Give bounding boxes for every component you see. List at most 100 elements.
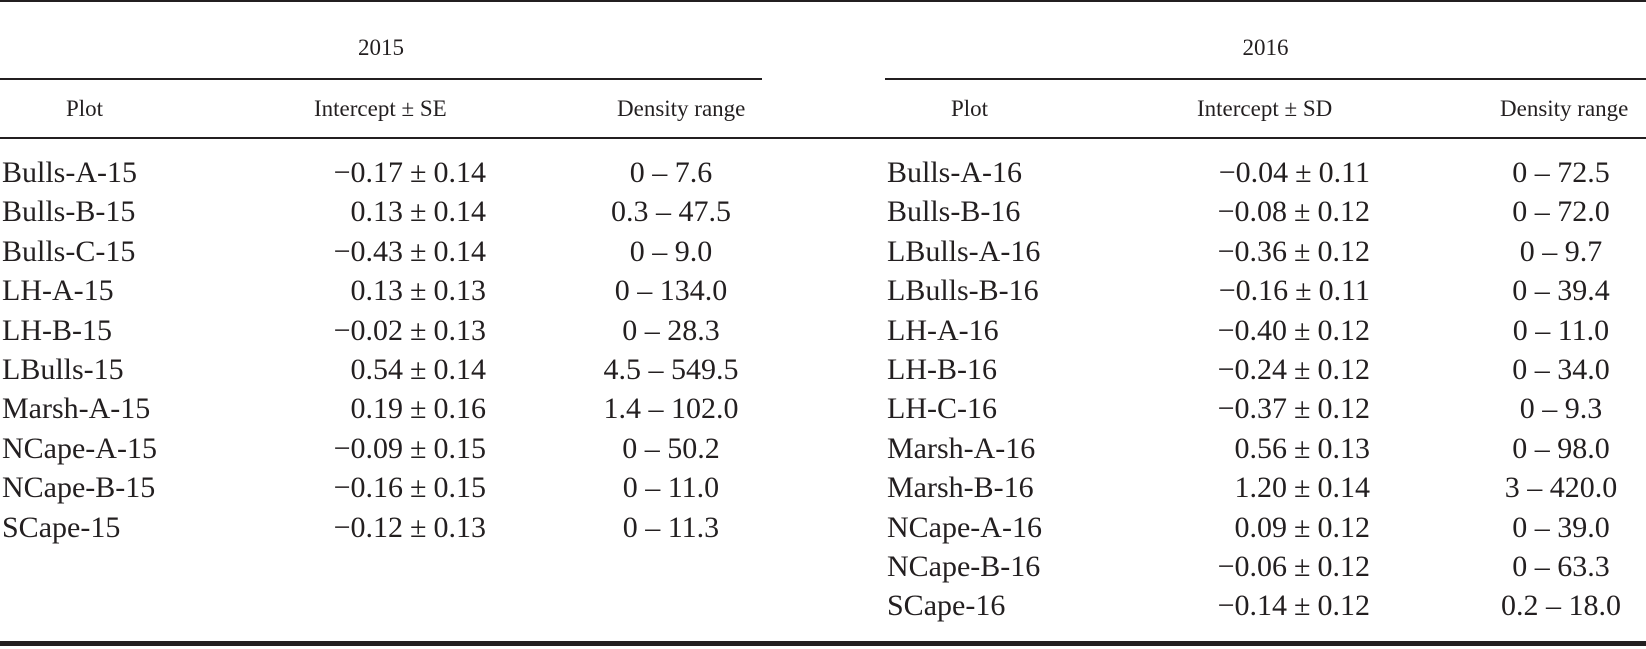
density-range-cell: 0 – 28.3 [622, 314, 720, 347]
intercept-cell: −0.16 ±0.11 [1219, 273, 1370, 309]
density-range-cell: 0 – 11.0 [622, 471, 720, 504]
plot-name-cell: Marsh-A-15 [2, 392, 151, 425]
plus-minus-symbol: ± [410, 235, 427, 268]
plus-minus-symbol: ± [1294, 392, 1311, 425]
year-header-2015: 2015 [358, 35, 404, 60]
plus-minus-symbol: ± [1294, 432, 1311, 465]
density-range-cell: 0 – 63.3 [1512, 550, 1610, 583]
plus-minus-symbol: ± [410, 432, 427, 465]
plus-minus-symbol: ± [1294, 195, 1311, 228]
density-range-cell: 0 – 98.0 [1512, 432, 1610, 465]
density-range-cell: 4.5 – 549.5 [603, 353, 739, 386]
density-range-cell: 0 – 34.0 [1512, 353, 1610, 386]
intercept-value: −0.14 [1217, 589, 1288, 622]
plus-minus-symbol: ± [1294, 589, 1311, 622]
density-range-cell: 0 – 7.6 [629, 156, 713, 189]
intercept-value: 0.13 [350, 274, 404, 307]
plus-minus-symbol: ± [1295, 274, 1312, 307]
intercept-value: −0.16 [333, 471, 404, 504]
plus-minus-symbol: ± [1295, 156, 1312, 189]
density-range-cell: 3 – 420.0 [1504, 471, 1618, 504]
intercept-cell: 0.13 ±0.14 [351, 194, 486, 230]
intercept-cell: −0.02 ±0.13 [334, 313, 486, 349]
plus-minus-symbol: ± [410, 392, 427, 425]
intercept-cell: −0.06 ±0.12 [1218, 549, 1370, 585]
intercept-cell: −0.08 ±0.12 [1218, 194, 1370, 230]
intercept-value: 1.20 [1234, 471, 1288, 504]
intercept-value: −0.02 [333, 314, 404, 347]
plot-name-cell: LH-A-15 [2, 274, 114, 307]
error-value: 0.14 [433, 195, 487, 228]
density-range-cell: 0 – 134.0 [614, 274, 728, 307]
error-value: 0.12 [1317, 195, 1371, 228]
density-range-cell: 0 – 9.7 [1519, 235, 1603, 268]
intercept-cell: −0.24 ±0.12 [1218, 352, 1370, 388]
intercept-value: −0.04 [1218, 156, 1289, 189]
density-range-cell: 0 – 50.2 [622, 432, 720, 465]
intercept-cell: −0.04 ±0.11 [1219, 155, 1370, 191]
error-value: 0.11 [1318, 274, 1370, 307]
plus-minus-symbol: ± [1294, 550, 1311, 583]
density-range-cell: 0 – 39.0 [1512, 511, 1610, 544]
plot-name-cell: LBulls-A-16 [887, 235, 1041, 268]
error-value: 0.14 [433, 156, 487, 189]
plot-name-cell: Bulls-C-15 [2, 235, 136, 268]
plot-name-cell: NCape-A-16 [887, 511, 1042, 544]
intercept-cell: −0.36 ±0.12 [1218, 234, 1370, 270]
error-value: 0.13 [433, 274, 487, 307]
intercept-value: −0.24 [1217, 353, 1288, 386]
error-value: 0.12 [1317, 550, 1371, 583]
intercept-value: −0.06 [1217, 550, 1288, 583]
density-range-cell: 0 – 9.3 [1519, 392, 1603, 425]
plot-name-cell: LH-C-16 [887, 392, 997, 425]
error-value: 0.12 [1317, 235, 1371, 268]
error-value: 0.12 [1317, 392, 1371, 425]
plot-name-cell: LH-B-16 [887, 353, 997, 386]
intercept-value: −0.17 [333, 156, 404, 189]
intercept-value: −0.37 [1217, 392, 1288, 425]
intercept-cell: −0.09 ±0.15 [334, 431, 486, 467]
error-value: 0.12 [1317, 353, 1371, 386]
plus-minus-symbol: ± [1294, 353, 1311, 386]
plot-name-cell: LH-A-16 [887, 314, 999, 347]
plot-name-cell: SCape-16 [887, 589, 1006, 622]
error-value: 0.14 [433, 235, 487, 268]
plot-name-cell: NCape-B-16 [887, 550, 1041, 583]
plot-name-cell: Bulls-A-16 [887, 156, 1022, 189]
error-value: 0.12 [1317, 314, 1371, 347]
intercept-cell: 0.56 ±0.13 [1235, 431, 1370, 467]
intercept-cell: 0.54 ±0.14 [351, 352, 486, 388]
plot-name-cell: SCape-15 [2, 511, 121, 544]
intercept-value: −0.40 [1217, 314, 1288, 347]
plot-name-cell: Marsh-B-16 [887, 471, 1034, 504]
plot-name-cell: LH-B-15 [2, 314, 112, 347]
header-plot-2015: Plot [66, 96, 104, 121]
plus-minus-symbol: ± [1294, 314, 1311, 347]
intercept-value: −0.09 [333, 432, 404, 465]
density-range-cell: 0 – 9.0 [629, 235, 713, 268]
plus-minus-symbol: ± [410, 274, 427, 307]
plus-minus-symbol: ± [410, 156, 427, 189]
intercept-cell: 0.13 ±0.13 [351, 273, 486, 309]
error-value: 0.13 [1317, 432, 1371, 465]
intercept-value: −0.36 [1217, 235, 1288, 268]
plot-name-cell: LBulls-15 [2, 353, 124, 386]
intercept-value: 0.54 [350, 353, 404, 386]
intercept-value: −0.43 [333, 235, 404, 268]
plus-minus-symbol: ± [410, 195, 427, 228]
plus-minus-symbol: ± [410, 314, 427, 347]
year-rule-2016 [885, 78, 1646, 80]
intercept-value: −0.12 [333, 511, 404, 544]
header-plot-2016: Plot [951, 96, 989, 121]
error-value: 0.14 [433, 353, 487, 386]
intercept-cell: −0.43 ±0.14 [334, 234, 486, 270]
density-range-cell: 1.4 – 102.0 [603, 392, 739, 425]
error-value: 0.16 [433, 392, 487, 425]
plot-name-cell: Bulls-B-15 [2, 195, 136, 228]
density-range-cell: 0.2 – 18.0 [1501, 589, 1621, 622]
plot-name-cell: Marsh-A-16 [887, 432, 1036, 465]
error-value: 0.15 [433, 471, 487, 504]
density-range-cell: 0 – 39.4 [1512, 274, 1610, 307]
intercept-value: 0.13 [350, 195, 404, 228]
density-range-cell: 0.3 – 47.5 [611, 195, 731, 228]
